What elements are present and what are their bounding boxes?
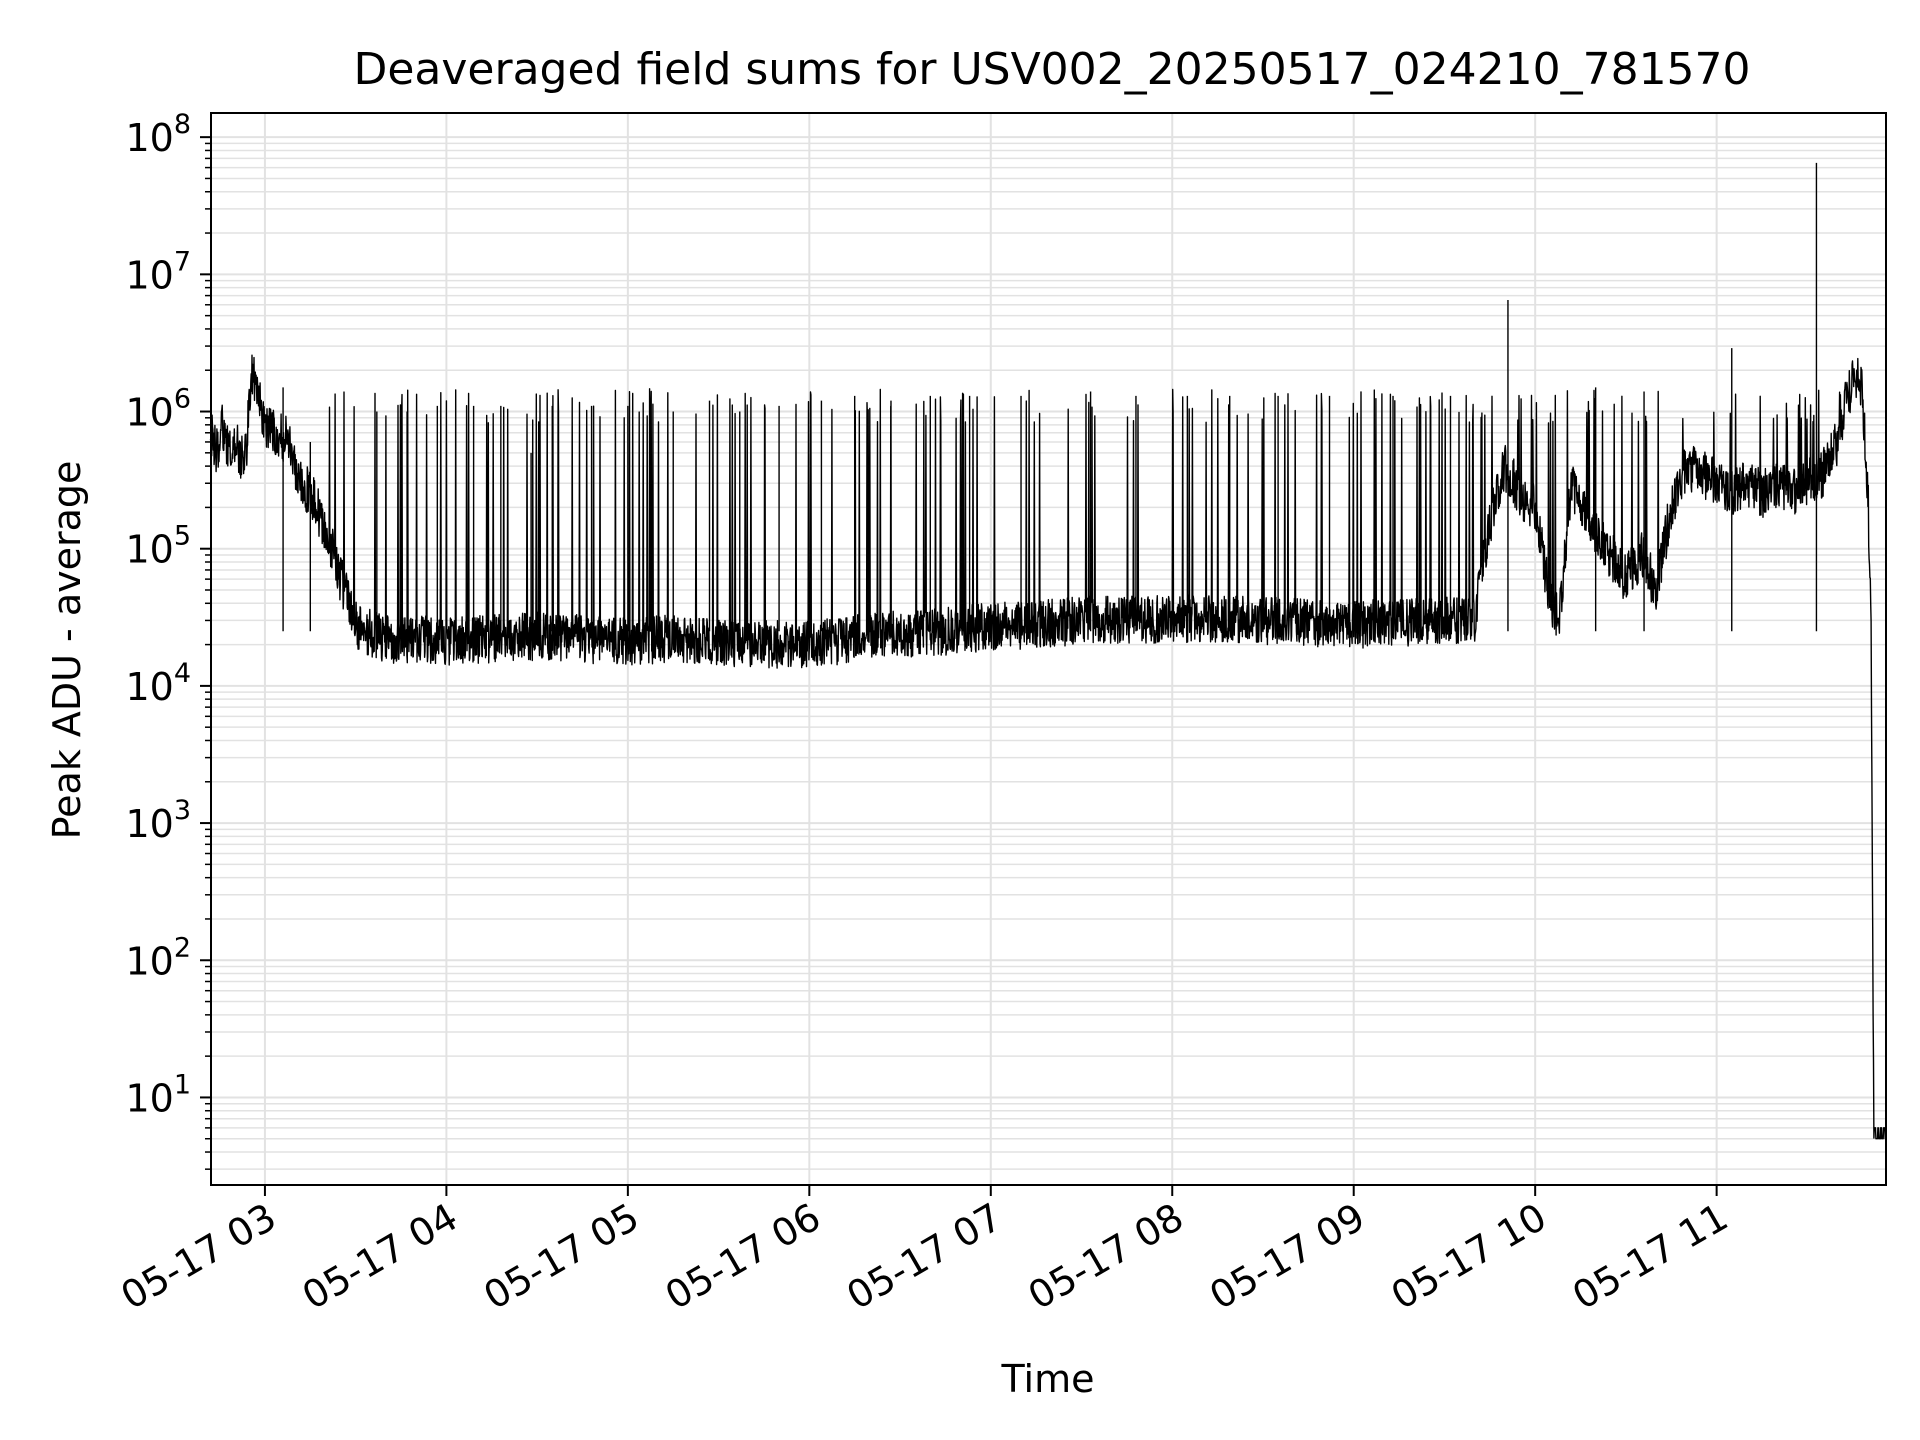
y-tick-label: 107 (125, 246, 191, 297)
x-axis-label: Time (1001, 1357, 1095, 1401)
series-group (209, 162, 1887, 1140)
y-tick-label: 108 (125, 109, 191, 160)
y-tick-label: 105 (125, 521, 191, 572)
y-tick-label: 104 (125, 658, 191, 709)
y-tick-label: 101 (125, 1069, 191, 1120)
series-line (209, 354, 1887, 1140)
grid (211, 113, 1886, 1185)
y-tick-label: 106 (125, 384, 191, 435)
y-tick-label: 102 (125, 932, 191, 983)
y-axis-label: Peak ADU - average (45, 461, 89, 840)
chart-title: Deaveraged field sums for USV002_2025051… (353, 44, 1750, 95)
plot-frame (210, 112, 1887, 1186)
y-tick-label: 103 (125, 795, 191, 846)
